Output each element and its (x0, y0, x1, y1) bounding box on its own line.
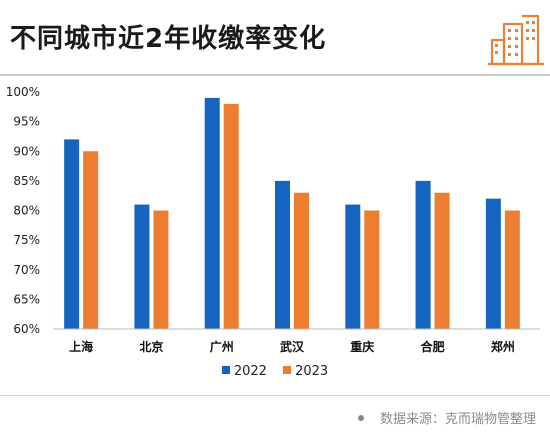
bar-2023-4 (364, 210, 380, 329)
y-tick-label: 85% (13, 174, 40, 188)
legend-label-2023: 2023 (295, 364, 329, 379)
chart-title: 不同城市近2年收缴率变化 (10, 24, 327, 54)
legend: 2022 2023 (0, 364, 550, 379)
legend-swatch-2023 (283, 366, 292, 374)
x-tick-label: 合肥 (421, 339, 445, 354)
bar-2023-2 (223, 103, 239, 329)
bar-2023-0 (83, 151, 99, 329)
y-tick-label: 65% (13, 292, 40, 306)
y-tick-label: 95% (13, 115, 40, 129)
legend-swatch-2022 (221, 366, 230, 374)
y-tick-label: 70% (13, 263, 40, 277)
source-text: 数据来源：克而瑞物管整理 (379, 412, 536, 427)
bar-2022-5 (415, 180, 431, 329)
bar-2022-1 (134, 204, 150, 329)
x-tick-label: 武汉 (280, 339, 305, 354)
bar-2022-3 (275, 180, 290, 329)
bar-2022-6 (485, 198, 501, 329)
y-tick-label: 75% (13, 233, 40, 247)
legend-item-2022: 2022 (221, 364, 267, 379)
y-tick-label: 100% (6, 85, 40, 99)
header-divider (0, 74, 550, 76)
y-tick-label: 60% (13, 322, 40, 336)
x-axis: 上海 北京 广州 武汉 重庆 合肥 郑州 (53, 328, 540, 354)
x-tick-label: 重庆 (350, 339, 374, 354)
x-tick-label: 郑州 (491, 339, 515, 354)
bar-2023-6 (504, 210, 520, 329)
bar-2023-1 (153, 210, 169, 329)
y-axis: 100% 95% 90% 85% 80% 75% 70% 65% 60% (6, 85, 40, 336)
header: 不同城市近2年收缴率变化 (0, 0, 550, 74)
footer-divider (0, 395, 550, 396)
bar-2023-5 (434, 192, 450, 329)
bar-2023-3 (294, 192, 309, 329)
source-note: 数据来源：克而瑞物管整理 (357, 408, 536, 427)
bar-2022-4 (345, 204, 361, 329)
bullet-dot (357, 415, 364, 421)
legend-label-2022: 2022 (233, 364, 267, 379)
bars (64, 97, 520, 329)
bar-2022-2 (204, 97, 220, 329)
x-tick-label: 上海 (69, 339, 93, 354)
bar-2022-0 (64, 139, 80, 329)
y-tick-label: 90% (13, 144, 40, 158)
buildings-icon (488, 14, 544, 66)
x-tick-label: 广州 (210, 339, 234, 354)
bar-chart: 100% 95% 90% 85% 80% 75% 70% 65% 60% 上海 北京 广州 武汉 重庆 合… (6, 85, 540, 354)
legend-item-2023: 2023 (283, 364, 328, 379)
x-tick-label: 北京 (139, 339, 163, 354)
y-tick-label: 80% (13, 204, 40, 218)
